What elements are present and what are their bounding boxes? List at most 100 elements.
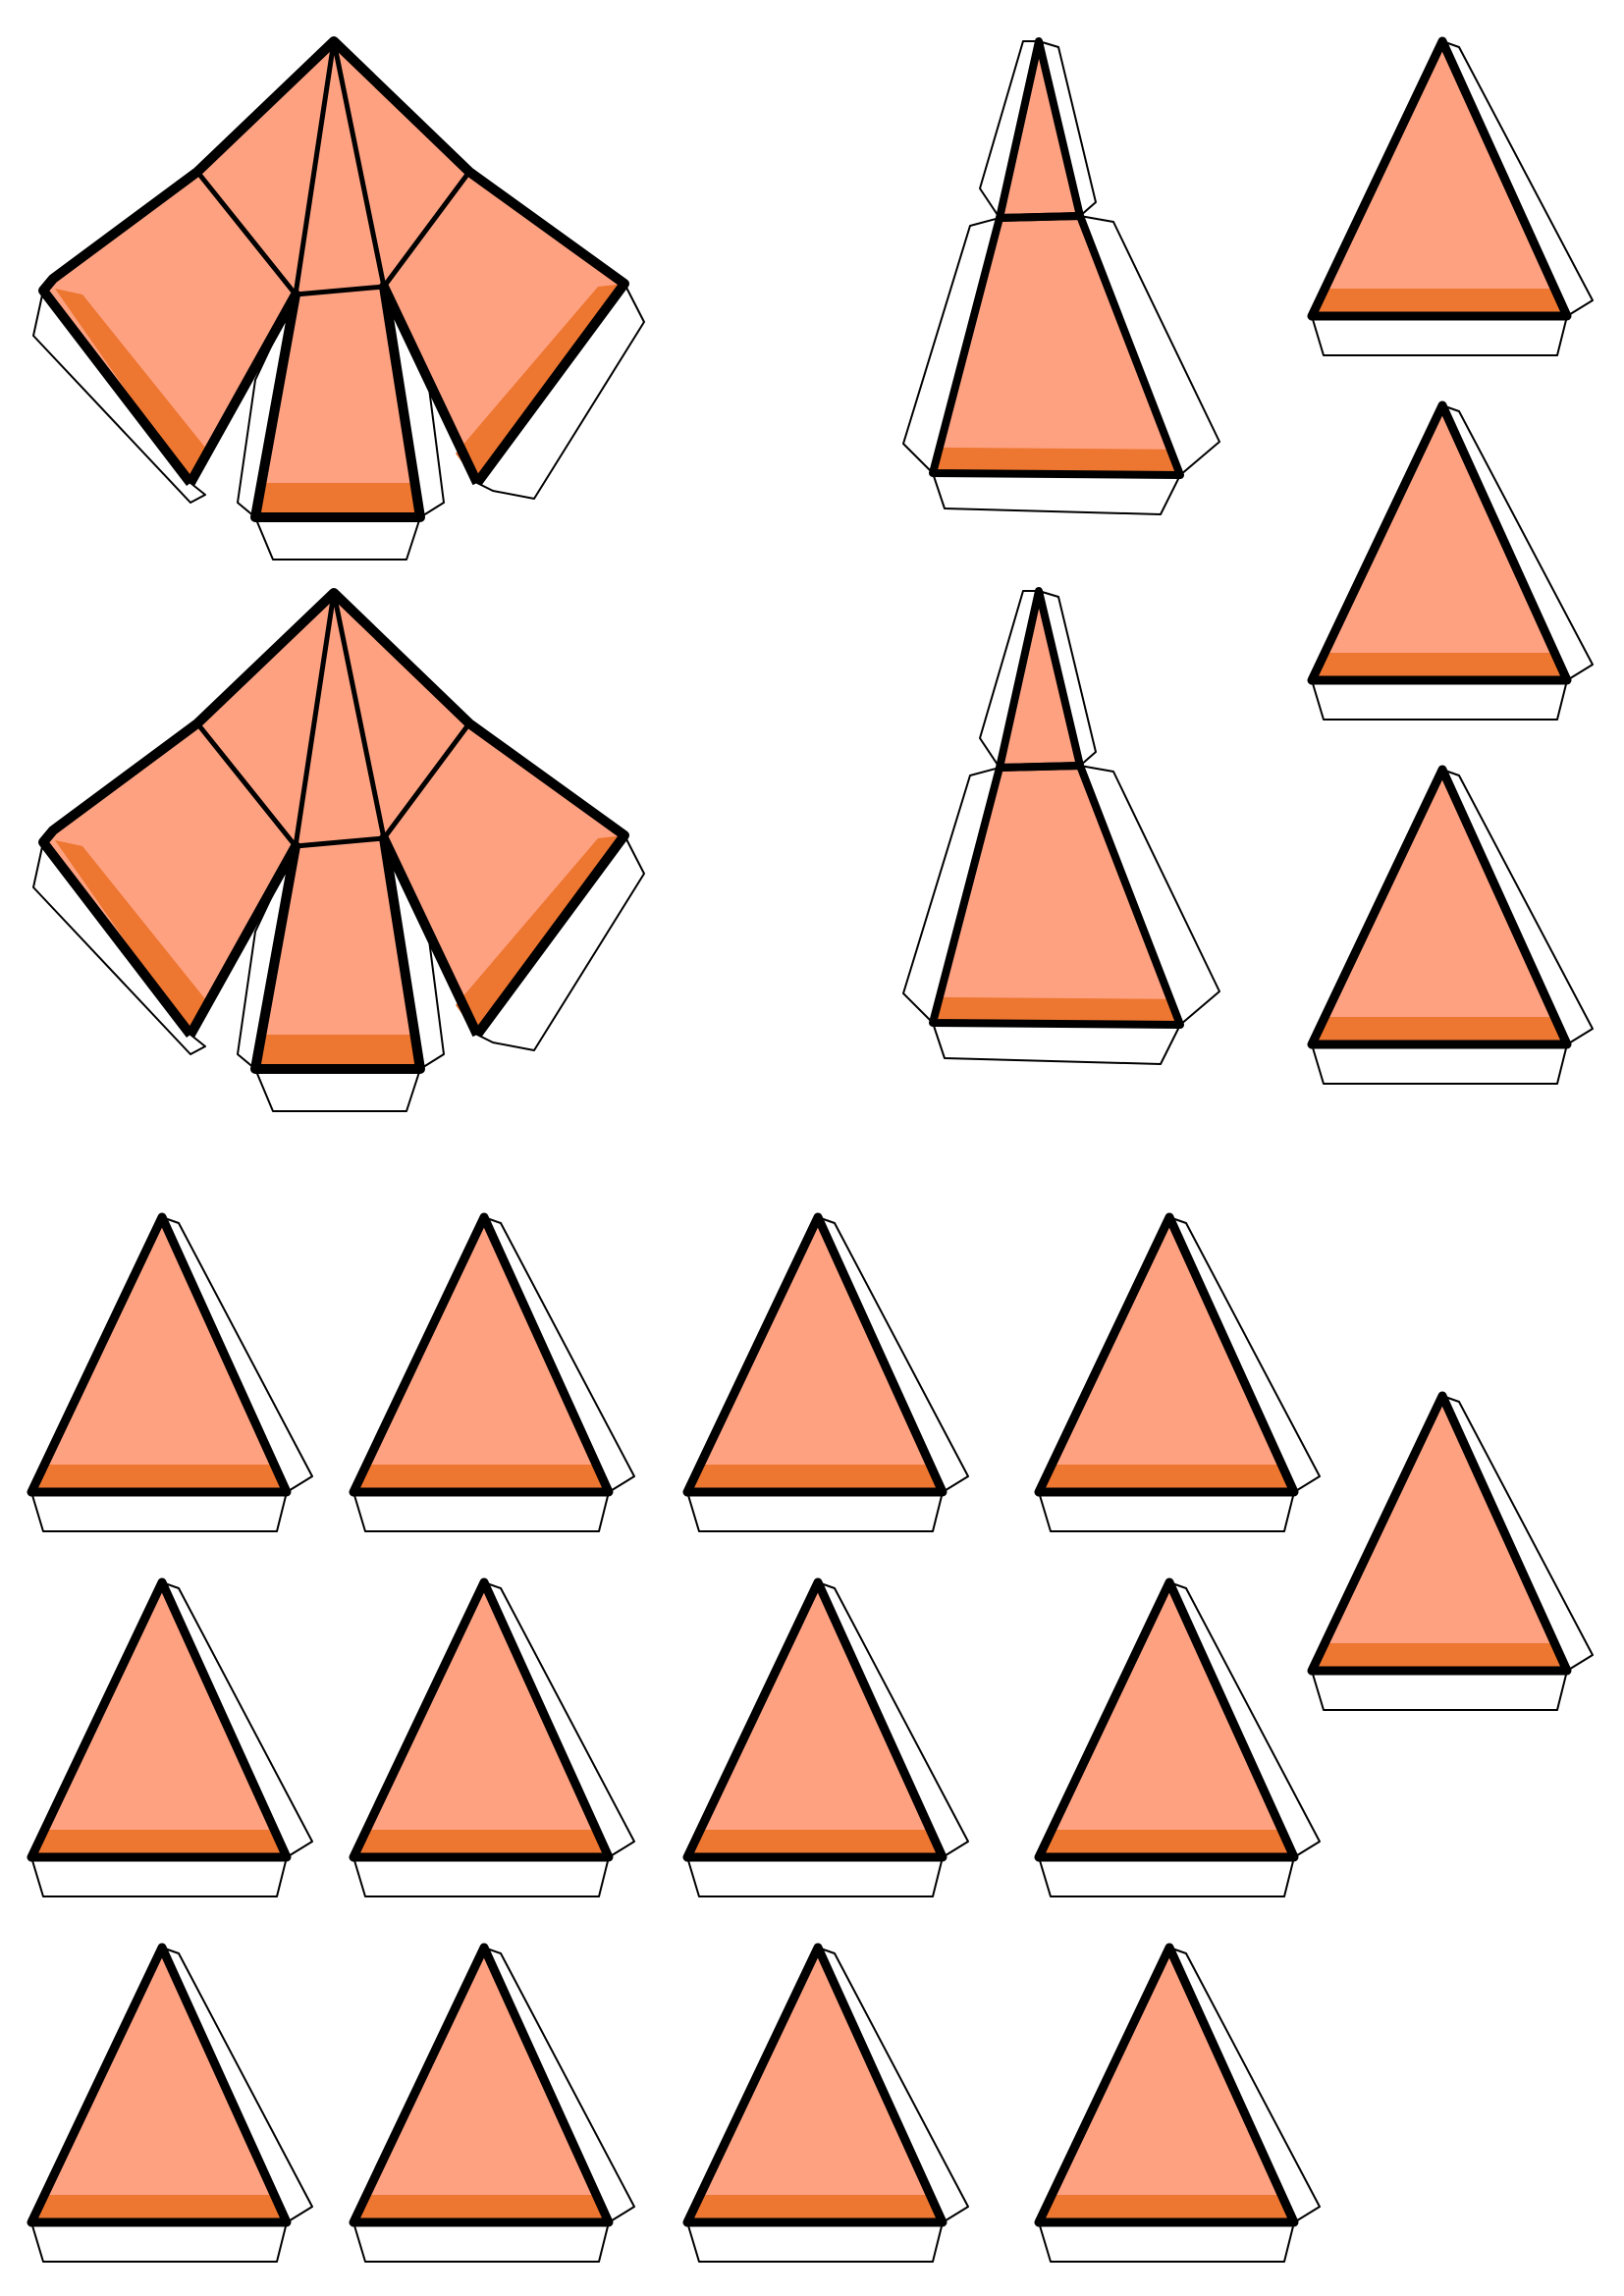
pyramid-net-piece xyxy=(32,588,645,1112)
glue-tab xyxy=(254,1068,421,1112)
triangle-piece xyxy=(682,1943,969,2263)
face-outline xyxy=(349,1212,614,1497)
fold-line xyxy=(293,38,337,297)
glue-tab xyxy=(30,1856,288,1897)
band-stripe xyxy=(1039,1465,1294,1492)
band-stripe xyxy=(687,1465,943,1492)
glue-tab xyxy=(686,1491,944,1532)
fold-line xyxy=(381,721,472,841)
band-stripe xyxy=(255,1035,420,1069)
net-outline xyxy=(186,282,482,522)
triangle-piece xyxy=(349,1577,635,1897)
triangle-piece xyxy=(1307,36,1594,356)
face-outline xyxy=(682,1212,947,1497)
face xyxy=(1000,591,1080,768)
band-stripe xyxy=(31,1465,287,1492)
face xyxy=(353,1948,609,2222)
glue-tab xyxy=(1311,679,1568,721)
triangle-piece xyxy=(27,1577,313,1897)
net-outline xyxy=(186,833,482,1074)
glue-tab xyxy=(932,1022,1181,1065)
band-stripe xyxy=(1312,1017,1567,1044)
face xyxy=(1039,1582,1294,1857)
triangle-piece xyxy=(1307,1391,1594,1711)
face xyxy=(687,1217,943,1492)
face-outline xyxy=(349,1577,614,1862)
glue-tab xyxy=(932,472,1181,515)
glue-tab xyxy=(352,1491,610,1532)
band-stripe xyxy=(31,2195,287,2222)
face xyxy=(197,593,334,846)
glue-tab xyxy=(1038,1491,1295,1532)
face xyxy=(334,593,469,838)
band-stripe xyxy=(933,996,1180,1025)
band-stripe xyxy=(353,1830,609,1857)
triangle-piece xyxy=(27,1212,313,1532)
fold-line xyxy=(331,38,387,290)
band-stripe xyxy=(55,840,210,1035)
band-stripe xyxy=(1312,653,1567,680)
band-stripe xyxy=(687,1830,943,1857)
face-outline xyxy=(929,762,1184,1029)
triangle-piece xyxy=(1307,765,1594,1085)
face-outline xyxy=(682,1943,947,2227)
tall-strip-piece xyxy=(902,587,1220,1065)
face-outline xyxy=(929,212,1184,479)
fold-line xyxy=(381,169,472,290)
triangle-piece xyxy=(349,1212,635,1532)
triangle-piece xyxy=(1034,1943,1321,2263)
net-outline xyxy=(38,36,629,487)
glue-tab xyxy=(1311,315,1568,356)
glue-tab xyxy=(1038,2221,1295,2263)
fold-line xyxy=(331,590,387,841)
face xyxy=(1039,1948,1294,2222)
face xyxy=(687,1582,943,1857)
face xyxy=(31,1948,287,2222)
triangle-piece xyxy=(1034,1212,1321,1532)
triangle-piece xyxy=(1307,400,1594,721)
fold-line xyxy=(194,721,298,849)
face-outline xyxy=(1307,1391,1572,1676)
face-outline xyxy=(1034,1212,1299,1497)
fold-line xyxy=(293,590,337,849)
band-stripe xyxy=(1039,1830,1294,1857)
face xyxy=(255,287,420,517)
face xyxy=(1312,770,1567,1044)
face xyxy=(1312,405,1567,680)
face-outline xyxy=(682,1577,947,1862)
face xyxy=(933,766,1180,1025)
triangle-piece xyxy=(682,1212,969,1532)
face xyxy=(255,838,420,1069)
band-stripe xyxy=(933,447,1180,475)
face xyxy=(933,216,1180,475)
face xyxy=(1039,1217,1294,1492)
face-outline xyxy=(1307,36,1572,321)
face xyxy=(1000,41,1080,218)
face xyxy=(31,1217,287,1492)
glue-tab xyxy=(1311,1043,1568,1085)
glue-tab xyxy=(254,516,421,561)
fold-line xyxy=(293,284,387,297)
glue-tab xyxy=(352,1856,610,1897)
band-stripe xyxy=(31,1830,287,1857)
face-outline xyxy=(1307,400,1572,685)
face xyxy=(687,1948,943,2222)
glue-tab xyxy=(686,1856,944,1897)
glue-tab xyxy=(1038,1856,1295,1897)
face xyxy=(1312,1396,1567,1671)
face-outline xyxy=(1034,1943,1299,2227)
band-stripe xyxy=(1312,289,1567,316)
glue-tab xyxy=(30,2221,288,2263)
triangle-piece xyxy=(682,1577,969,1897)
triangle-piece xyxy=(27,1943,313,2263)
pyramid-net-piece xyxy=(32,36,645,561)
face-outline xyxy=(1307,765,1572,1049)
tall-strip-piece xyxy=(902,37,1220,515)
band-stripe xyxy=(1039,2195,1294,2222)
triangle-piece xyxy=(1034,1577,1321,1897)
face xyxy=(31,1582,287,1857)
band-stripe xyxy=(1312,1643,1567,1671)
band-stripe xyxy=(353,1465,609,1492)
fold-line xyxy=(293,835,387,849)
